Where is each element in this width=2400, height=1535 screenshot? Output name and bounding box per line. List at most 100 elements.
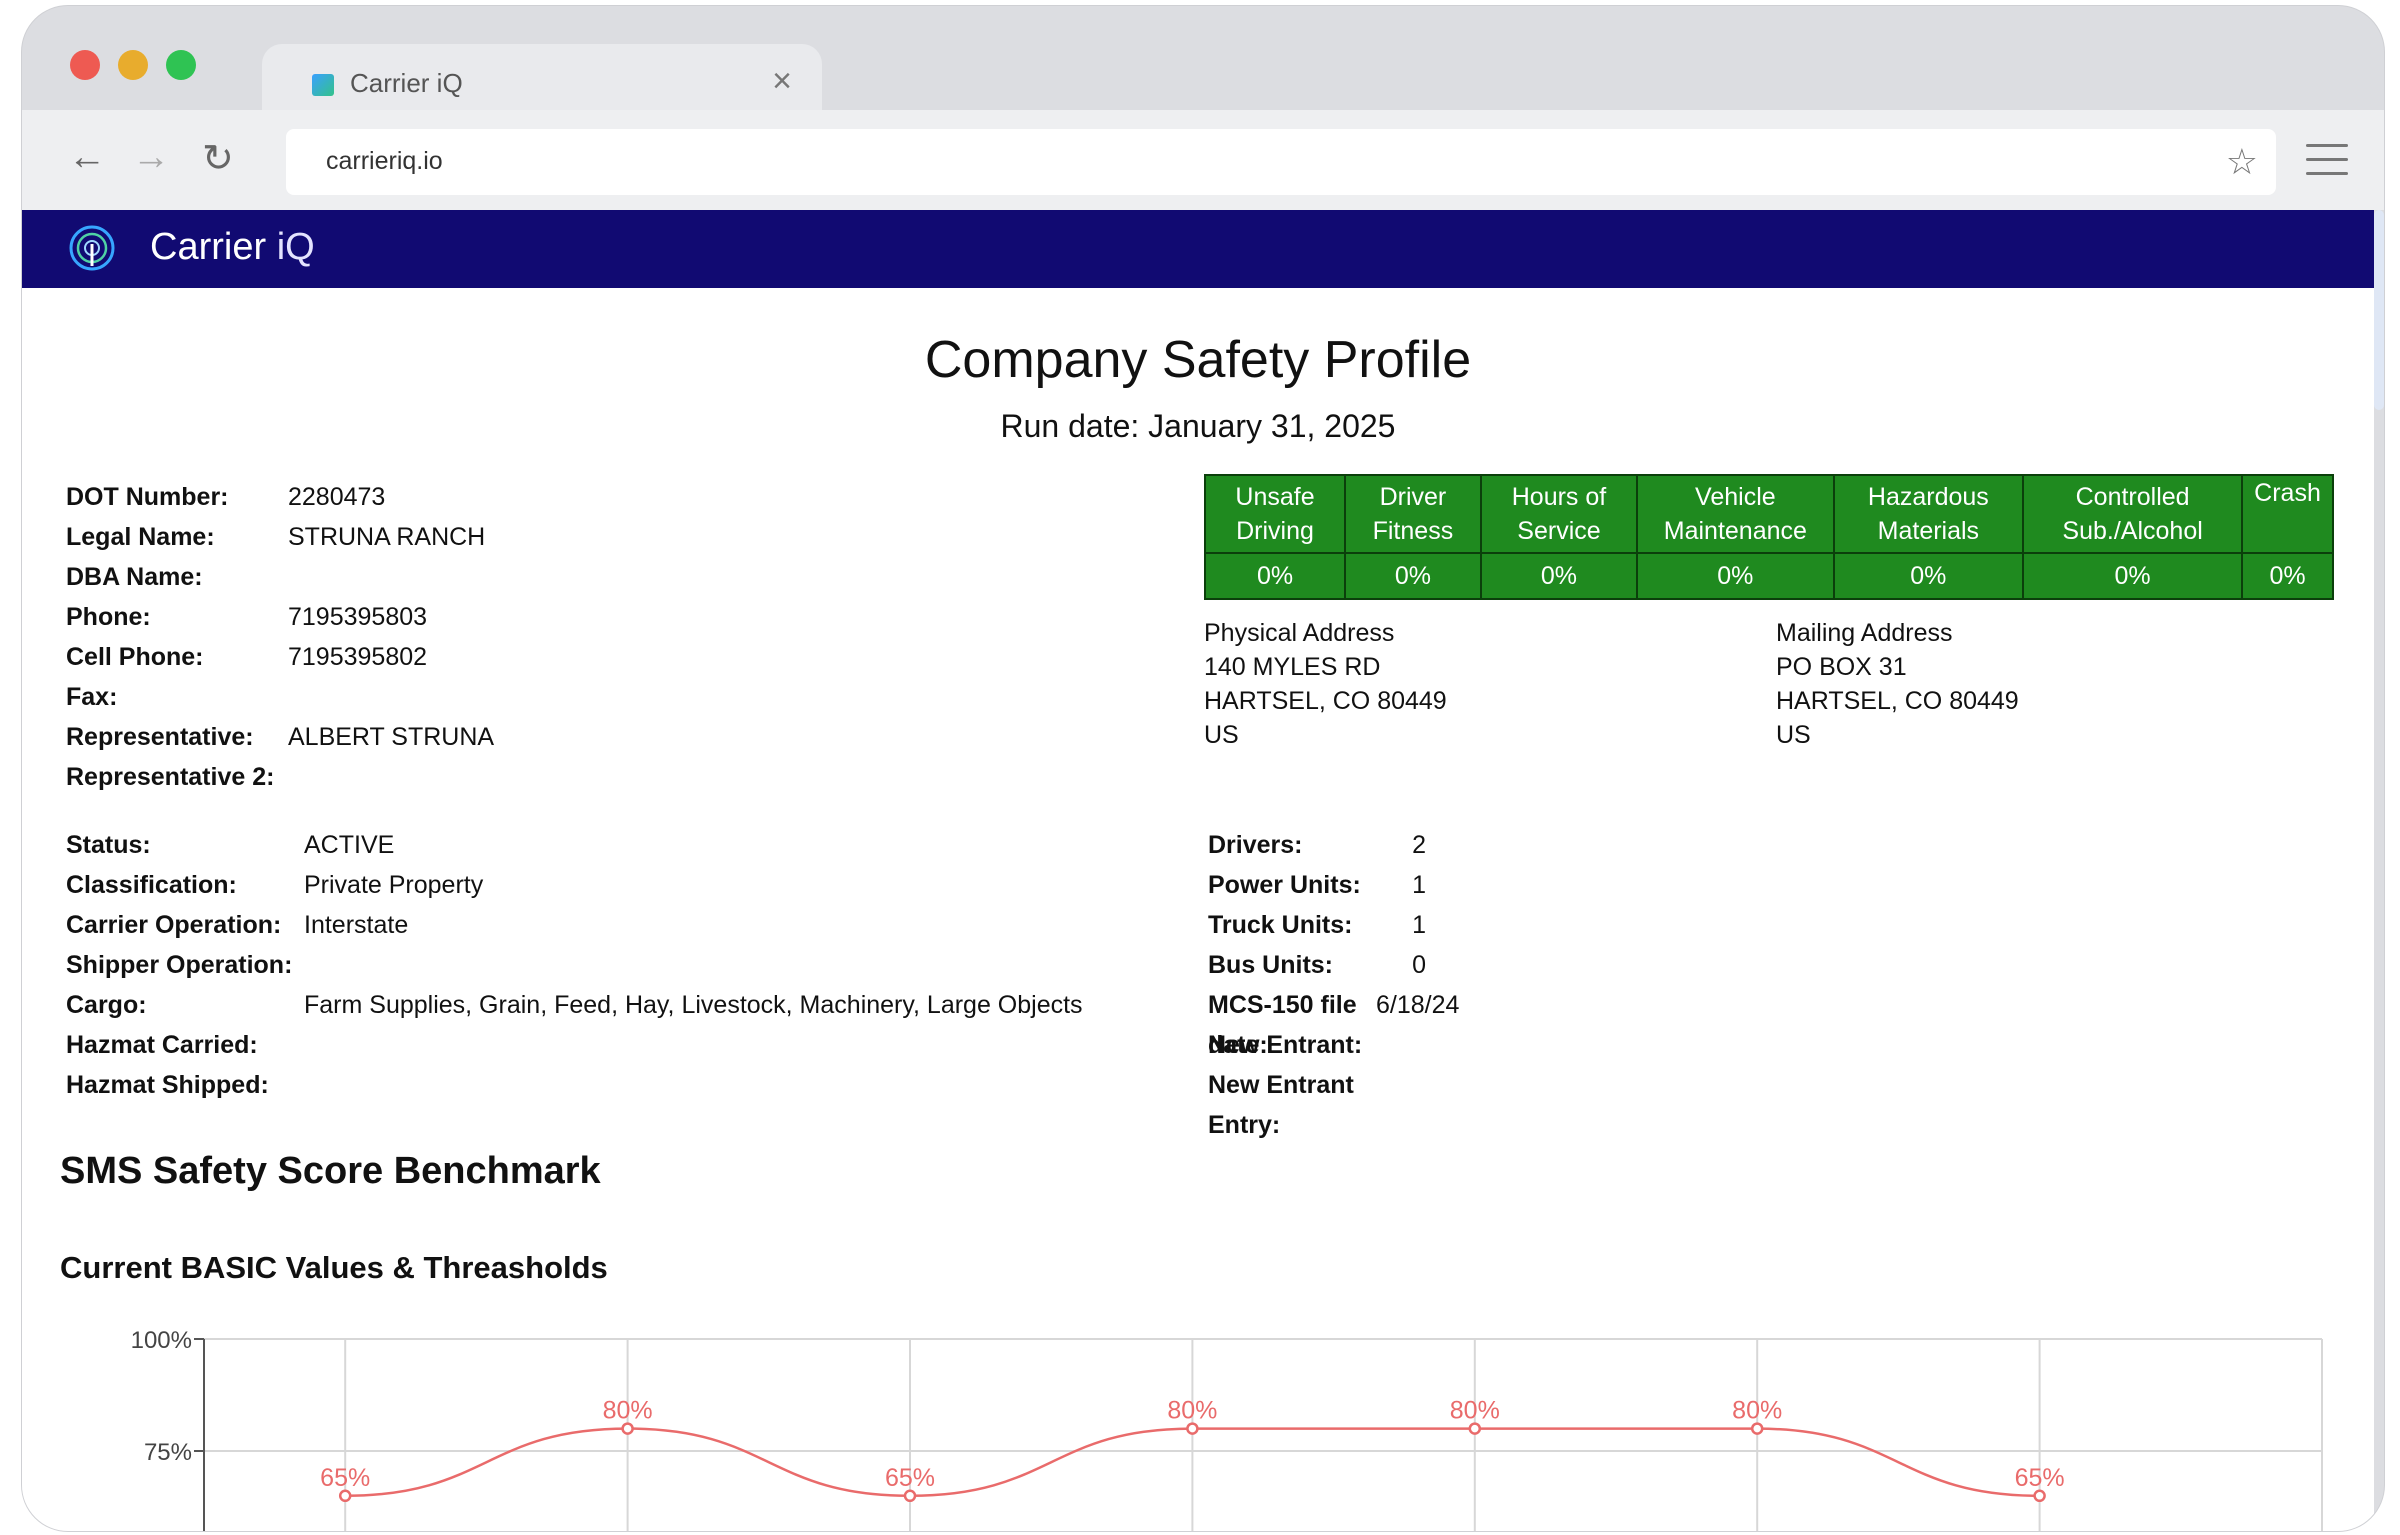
brand-name: Carrier iQ (150, 226, 315, 269)
data-label: 80% (1450, 1397, 1500, 1425)
basic-thresholds-chart: 100%75%50%65%80%65%80%80%80%65% (131, 1331, 2323, 1531)
basic-category-line1: Driver (1379, 483, 1447, 511)
identity-row: Phone: 7195395803 (66, 597, 494, 637)
app-header: Carrier iQ (22, 210, 2374, 288)
data-point (1750, 1422, 1764, 1435)
mailing-address-line2: HARTSEL, CO 80449 (1776, 687, 2019, 715)
basic-category-line2: Service (1517, 517, 1601, 545)
field-value: Farm Supplies, Grain, Feed, Hay, Livesto… (304, 991, 1083, 1019)
basic-score-value: 0% (1636, 552, 1835, 600)
field-value: 2280473 (288, 483, 386, 511)
field-label: Hazmat Shipped: (66, 1071, 269, 1099)
field-value (1376, 1025, 1426, 1065)
fleet-row: Bus Units: 0 (1208, 945, 1426, 985)
field-label: DBA Name: (66, 563, 203, 591)
field-value: 7195395803 (288, 603, 428, 631)
data-point (1186, 1422, 1199, 1435)
field-value: 2 (1412, 831, 1426, 859)
tab-close-icon[interactable]: × (772, 62, 792, 100)
field-label: Hazmat Carried: (66, 1031, 258, 1059)
basic-category-line1: Hazardous (1867, 483, 1989, 511)
page-scrollbar[interactable] (2374, 210, 2384, 410)
field-value: 6/18/24 (1376, 991, 1460, 1019)
status-row: Carrier Operation: Interstate (66, 905, 1083, 945)
favicon-icon (312, 74, 334, 96)
basic-category-line2: Driving (1236, 517, 1314, 545)
physical-address: Physical Address 140 MYLES RD HARTSEL, C… (1204, 616, 1447, 752)
field-value: ACTIVE (304, 831, 395, 859)
run-date: Run date: January 31, 2025 (1000, 408, 1396, 444)
maximize-window-dot[interactable] (166, 50, 196, 80)
basic-category-line2: Fitness (1372, 517, 1454, 545)
basic-category-line1: Controlled (2075, 483, 2190, 511)
page-title: Company Safety Profile (924, 331, 1472, 389)
field-value: ALBERT STRUNA (288, 723, 495, 751)
basic-scores-table: Unsafe Driving Driver Fitness Hours of Servic… (1203, 474, 2334, 600)
tab-title: Carrier iQ (350, 68, 463, 98)
physical-address-line2: HARTSEL, CO 80449 (1204, 687, 1447, 715)
field-label: Legal Name: (66, 523, 215, 551)
basic-category-header: Hours of Service (1479, 474, 1639, 554)
fleet-row: New Entrant Entry: (1208, 1065, 1426, 1139)
url-text[interactable]: carrieriq.io (326, 147, 443, 175)
data-point (1468, 1422, 1482, 1435)
bookmark-star-icon[interactable]: ☆ (2225, 141, 2258, 182)
basic-score-value: 0% (1479, 552, 1639, 600)
data-label: 65% (885, 1464, 935, 1492)
status-row: Hazmat Carried: (66, 1025, 1083, 1065)
basic-category-line1: Unsafe (1235, 483, 1315, 511)
fleet-row: MCS-150 file date: 6/18/24 (1208, 985, 1460, 1059)
field-label: Shipper Operation: (66, 951, 293, 979)
web-page: Carrier iQ Company Safety Profile Run da… (22, 210, 2374, 1531)
field-label: DOT Number: (66, 483, 229, 511)
identity-row: Cell Phone: 7195395802 (66, 637, 494, 677)
field-label: Classification: (66, 871, 237, 899)
minimize-window-dot[interactable] (118, 50, 148, 80)
basic-category-header: Controlled Sub./Alcohol (2022, 474, 2244, 554)
identity-row: Legal Name: STRUNA RANCH (66, 517, 494, 557)
basic-category-line2: Sub./Alcohol (2062, 517, 2203, 545)
fleet-row: New Entrant: (1208, 1025, 1426, 1065)
physical-address-heading: Physical Address (1204, 619, 1395, 647)
field-label: Phone: (66, 603, 151, 631)
y-tick-label: 100% (131, 1331, 192, 1354)
browser-menu-icon[interactable] (2306, 144, 2348, 186)
data-point (2033, 1489, 2046, 1503)
field-label: New Entrant Entry: (1208, 1071, 1354, 1139)
identity-row: Representative: ALBERT STRUNA (66, 717, 494, 757)
reload-icon[interactable]: ↻ (202, 138, 234, 180)
status-row: Status: ACTIVE (66, 825, 1083, 865)
basic-category-header: Vehicle Maintenance (1636, 474, 1835, 554)
basic-score-value: 0% (2022, 552, 2244, 600)
identity-row: Representative 2: (66, 757, 494, 797)
close-window-dot[interactable] (70, 50, 100, 80)
identity-row: DBA Name: (66, 557, 494, 597)
status-row: Shipper Operation: (66, 945, 1083, 985)
browser-tab[interactable]: Carrier iQ × (262, 44, 822, 116)
benchmark-section-title: SMS Safety Score Benchmark (60, 1150, 601, 1192)
mailing-address: Mailing Address PO BOX 31 HARTSEL, CO 80… (1776, 616, 2019, 752)
field-label: Power Units: (1208, 871, 1361, 899)
forward-arrow-icon[interactable]: → (132, 136, 170, 178)
field-value: Interstate (304, 911, 409, 939)
identity-row: DOT Number: 2280473 (66, 477, 494, 517)
data-label: 80% (1167, 1397, 1217, 1425)
field-value (1376, 1065, 1426, 1105)
field-value: 1 (1412, 911, 1426, 939)
identity-details: DOT Number: 2280473 Legal Name: STRUNA RANC… (66, 477, 494, 797)
address-bar[interactable]: carrieriq.io ☆ (286, 129, 2276, 195)
field-label: Representative: (66, 723, 254, 751)
back-arrow-icon[interactable]: ← (68, 136, 106, 178)
data-label: 80% (1732, 1397, 1782, 1425)
field-value: Private Property (304, 871, 484, 899)
browser-window: Carrier iQ × ← → ↻ carrieriq.io ☆ Carrie… (22, 6, 2384, 1531)
basic-category-header: Unsafe Driving (1203, 474, 1347, 554)
brand-sub: iQ (276, 226, 315, 268)
field-value: 1 (1412, 871, 1426, 899)
basic-score-value: 0% (2241, 552, 2334, 600)
browser-toolbar: ← → ↻ carrieriq.io ☆ (22, 110, 2384, 210)
field-label: Drivers: (1208, 831, 1303, 859)
basic-category-line1: Hours of (1511, 483, 1607, 511)
field-label: MCS-150 file date: (1208, 991, 1357, 1059)
basic-category-line2: Maintenance (1663, 517, 1807, 545)
